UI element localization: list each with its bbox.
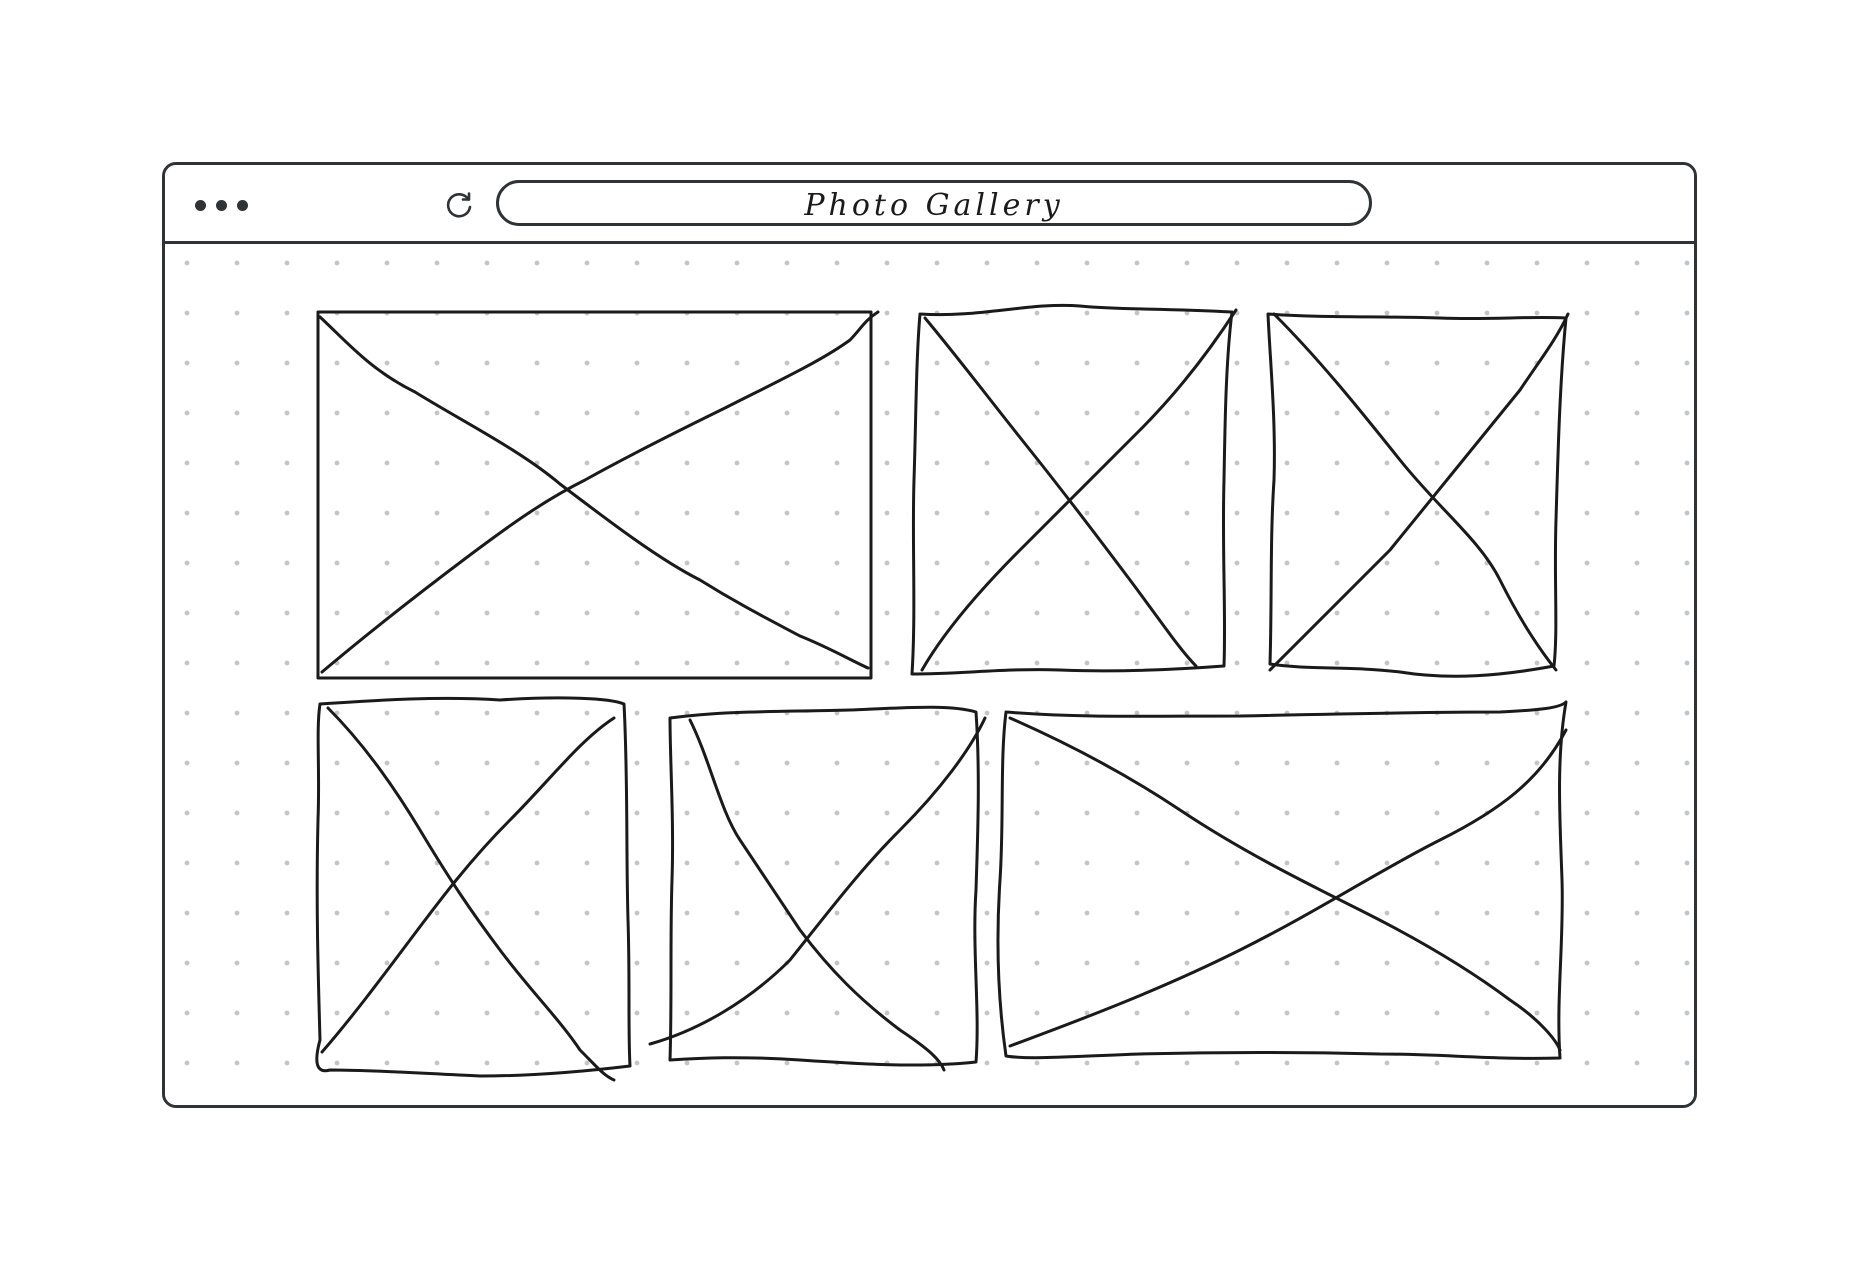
window-dot: [216, 200, 227, 211]
photo-tile[interactable]: [648, 703, 987, 1072]
address-bar[interactable]: Photo Gallery: [496, 180, 1372, 226]
browser-toolbar: Photo Gallery: [165, 165, 1694, 244]
three-dots-icon[interactable]: [195, 200, 248, 211]
photo-tile[interactable]: [313, 694, 632, 1082]
photo-tile[interactable]: [316, 310, 880, 680]
photo-tile[interactable]: [995, 700, 1571, 1068]
photo-tile[interactable]: [910, 303, 1238, 677]
address-bar-title: Photo Gallery: [804, 188, 1064, 223]
photo-tile[interactable]: [1264, 310, 1570, 682]
window-dot: [237, 200, 248, 211]
window-dot: [195, 200, 206, 211]
browser-window: Photo Gallery: [162, 162, 1697, 1108]
reload-icon[interactable]: [441, 187, 477, 223]
